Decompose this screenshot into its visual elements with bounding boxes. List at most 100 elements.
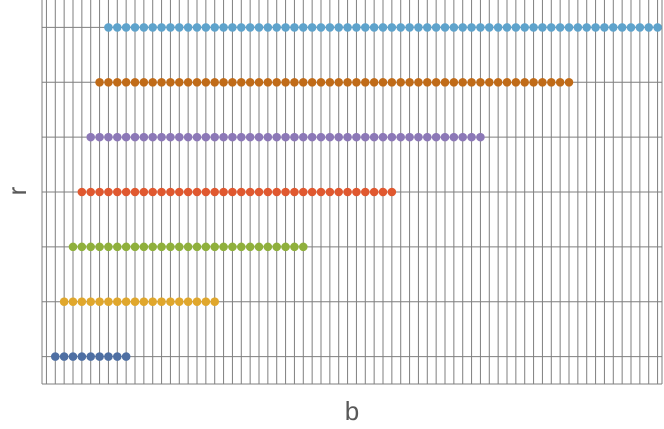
- data-point: [263, 187, 273, 197]
- data-point: [555, 77, 565, 87]
- data-point: [148, 297, 158, 307]
- data-point: [104, 297, 113, 307]
- data-point: [325, 77, 335, 87]
- data-point: [166, 132, 175, 142]
- data-point: [396, 23, 406, 32]
- data-point: [121, 352, 131, 361]
- data-point: [130, 23, 140, 32]
- data-point: [68, 297, 78, 307]
- data-point: [387, 187, 397, 197]
- data-point: [307, 132, 317, 142]
- data-point: [139, 187, 149, 197]
- data-point: [360, 132, 370, 142]
- data-point: [272, 77, 282, 87]
- data-point: [95, 77, 104, 87]
- data-point: [431, 23, 441, 32]
- data-point: [121, 132, 131, 142]
- data-point: [254, 132, 264, 142]
- data-point: [378, 23, 388, 32]
- data-point: [334, 23, 344, 32]
- data-point: [272, 132, 282, 142]
- data-point: [298, 77, 308, 87]
- data-point: [201, 23, 211, 32]
- data-point: [378, 187, 388, 197]
- data-point: [458, 23, 468, 32]
- data-point: [183, 132, 193, 142]
- data-point: [192, 132, 202, 142]
- data-point: [396, 132, 406, 142]
- data-point: [236, 77, 246, 87]
- series-r-3: [68, 242, 308, 252]
- data-point: [414, 132, 423, 142]
- data-point: [166, 77, 175, 87]
- data-point: [396, 77, 406, 87]
- data-point: [166, 23, 175, 32]
- data-point: [192, 242, 202, 252]
- data-point: [86, 132, 96, 142]
- data-point: [476, 132, 485, 142]
- data-point: [112, 132, 122, 142]
- data-point: [157, 23, 166, 32]
- data-point: [360, 187, 370, 197]
- data-point: [104, 242, 113, 252]
- data-point: [86, 297, 96, 307]
- data-point: [422, 132, 432, 142]
- data-point: [573, 23, 583, 32]
- data-point: [307, 77, 317, 87]
- data-point: [139, 297, 149, 307]
- data-point: [352, 132, 361, 142]
- data-point: [290, 132, 299, 142]
- data-point: [219, 187, 228, 197]
- data-point: [414, 23, 423, 32]
- data-point: [183, 187, 193, 197]
- data-point: [228, 132, 237, 142]
- data-point: [68, 242, 78, 252]
- data-point: [369, 132, 379, 142]
- data-point: [352, 77, 361, 87]
- data-point: [484, 77, 494, 87]
- data-point: [449, 132, 459, 142]
- data-point: [139, 132, 149, 142]
- data-point: [263, 242, 273, 252]
- data-point: [219, 242, 228, 252]
- data-point: [130, 187, 140, 197]
- data-point: [254, 242, 264, 252]
- data-point: [236, 187, 246, 197]
- data-point: [95, 242, 104, 252]
- data-point: [228, 187, 237, 197]
- data-point: [236, 23, 246, 32]
- data-point: [112, 23, 122, 32]
- data-point: [174, 132, 184, 142]
- data-point: [369, 187, 379, 197]
- data-point: [95, 352, 104, 361]
- data-point: [538, 77, 547, 87]
- data-point: [405, 132, 414, 142]
- data-point: [360, 23, 370, 32]
- data-point: [493, 23, 503, 32]
- data-point: [272, 23, 282, 32]
- data-point: [104, 132, 113, 142]
- data-point: [458, 132, 468, 142]
- data-point: [68, 352, 78, 361]
- data-point: [112, 187, 122, 197]
- data-point: [644, 23, 654, 32]
- data-point: [325, 187, 335, 197]
- data-point: [378, 132, 388, 142]
- data-point: [210, 23, 220, 32]
- data-point: [467, 132, 476, 142]
- data-point: [316, 23, 326, 32]
- data-point: [166, 187, 175, 197]
- data-point: [121, 242, 131, 252]
- data-point: [59, 297, 69, 307]
- data-point: [343, 77, 352, 87]
- data-point: [431, 77, 441, 87]
- data-point: [50, 352, 60, 361]
- data-point: [369, 23, 379, 32]
- series-r-7: [104, 23, 662, 32]
- data-point: [228, 23, 237, 32]
- data-point: [77, 242, 87, 252]
- data-point: [360, 77, 370, 87]
- data-point: [192, 77, 202, 87]
- data-point: [529, 77, 538, 87]
